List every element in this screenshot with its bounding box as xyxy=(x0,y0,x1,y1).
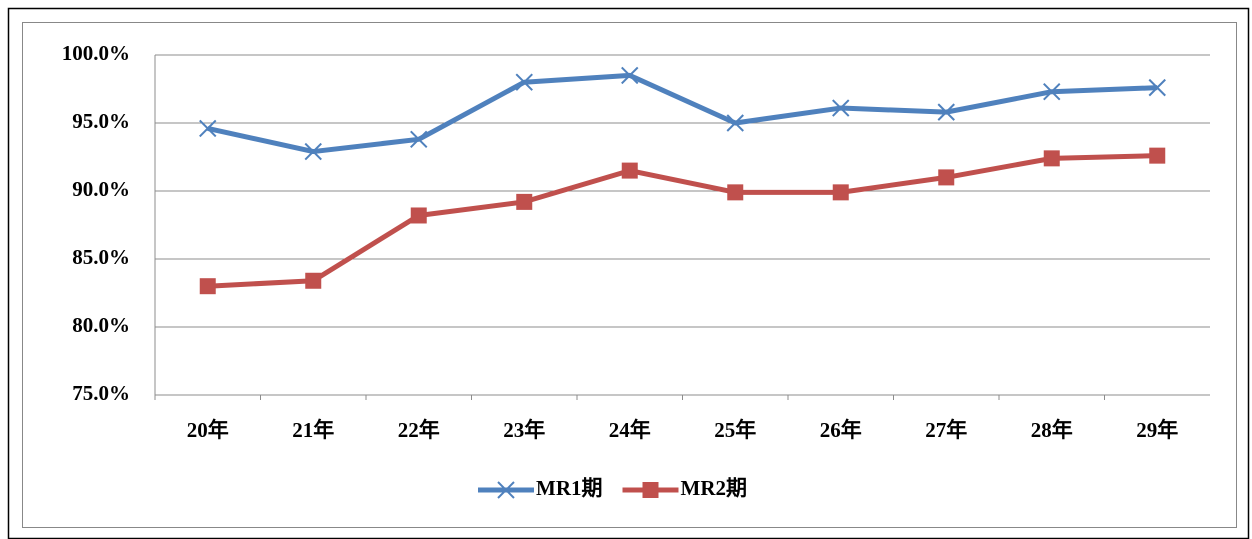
data-point xyxy=(1149,147,1166,164)
data-point xyxy=(726,114,744,132)
data-point xyxy=(727,184,744,201)
x-tick-label: 23年 xyxy=(503,418,545,442)
data-point xyxy=(1148,78,1166,97)
data-point xyxy=(938,169,955,186)
data-point xyxy=(410,130,428,149)
data-point xyxy=(199,119,217,138)
data-point xyxy=(1043,150,1060,167)
x-tick-label: 26年 xyxy=(820,418,862,442)
x-tick-label: 21年 xyxy=(292,418,334,442)
x-tick-label: 24年 xyxy=(609,418,651,442)
data-point xyxy=(516,193,533,210)
outer-border xyxy=(7,7,1250,539)
data-point xyxy=(410,207,427,224)
y-tick-label: 75.0% xyxy=(72,381,130,405)
data-point xyxy=(305,272,322,289)
data-point xyxy=(199,278,216,295)
x-tick-label: 28年 xyxy=(1031,418,1073,442)
legend-label: MR1期 xyxy=(536,476,603,500)
series-line xyxy=(207,72,1158,155)
data-point xyxy=(304,142,322,161)
x-tick-label: 27年 xyxy=(925,418,967,442)
legend-label: MR2期 xyxy=(681,476,748,500)
y-tick-label: 90.0% xyxy=(72,177,130,201)
y-tick-label: 100.0% xyxy=(62,41,130,65)
x-tick-label: 25年 xyxy=(714,418,756,442)
legend-marker xyxy=(497,481,515,499)
data-point xyxy=(515,73,533,91)
series-line xyxy=(207,153,1158,289)
legend-marker xyxy=(642,482,659,498)
x-tick-label: 22年 xyxy=(398,418,440,442)
data-point xyxy=(621,162,638,179)
data-point xyxy=(832,99,850,117)
data-point xyxy=(621,66,639,85)
x-tick-label: 29年 xyxy=(1136,418,1178,442)
y-tick-label: 95.0% xyxy=(72,109,130,133)
y-tick-label: 85.0% xyxy=(72,245,130,269)
data-point xyxy=(832,184,849,201)
x-tick-label: 20年 xyxy=(187,418,229,442)
chart-border xyxy=(22,22,1237,528)
y-tick-label: 80.0% xyxy=(72,313,130,337)
data-point xyxy=(1043,83,1061,101)
data-point xyxy=(937,103,955,121)
